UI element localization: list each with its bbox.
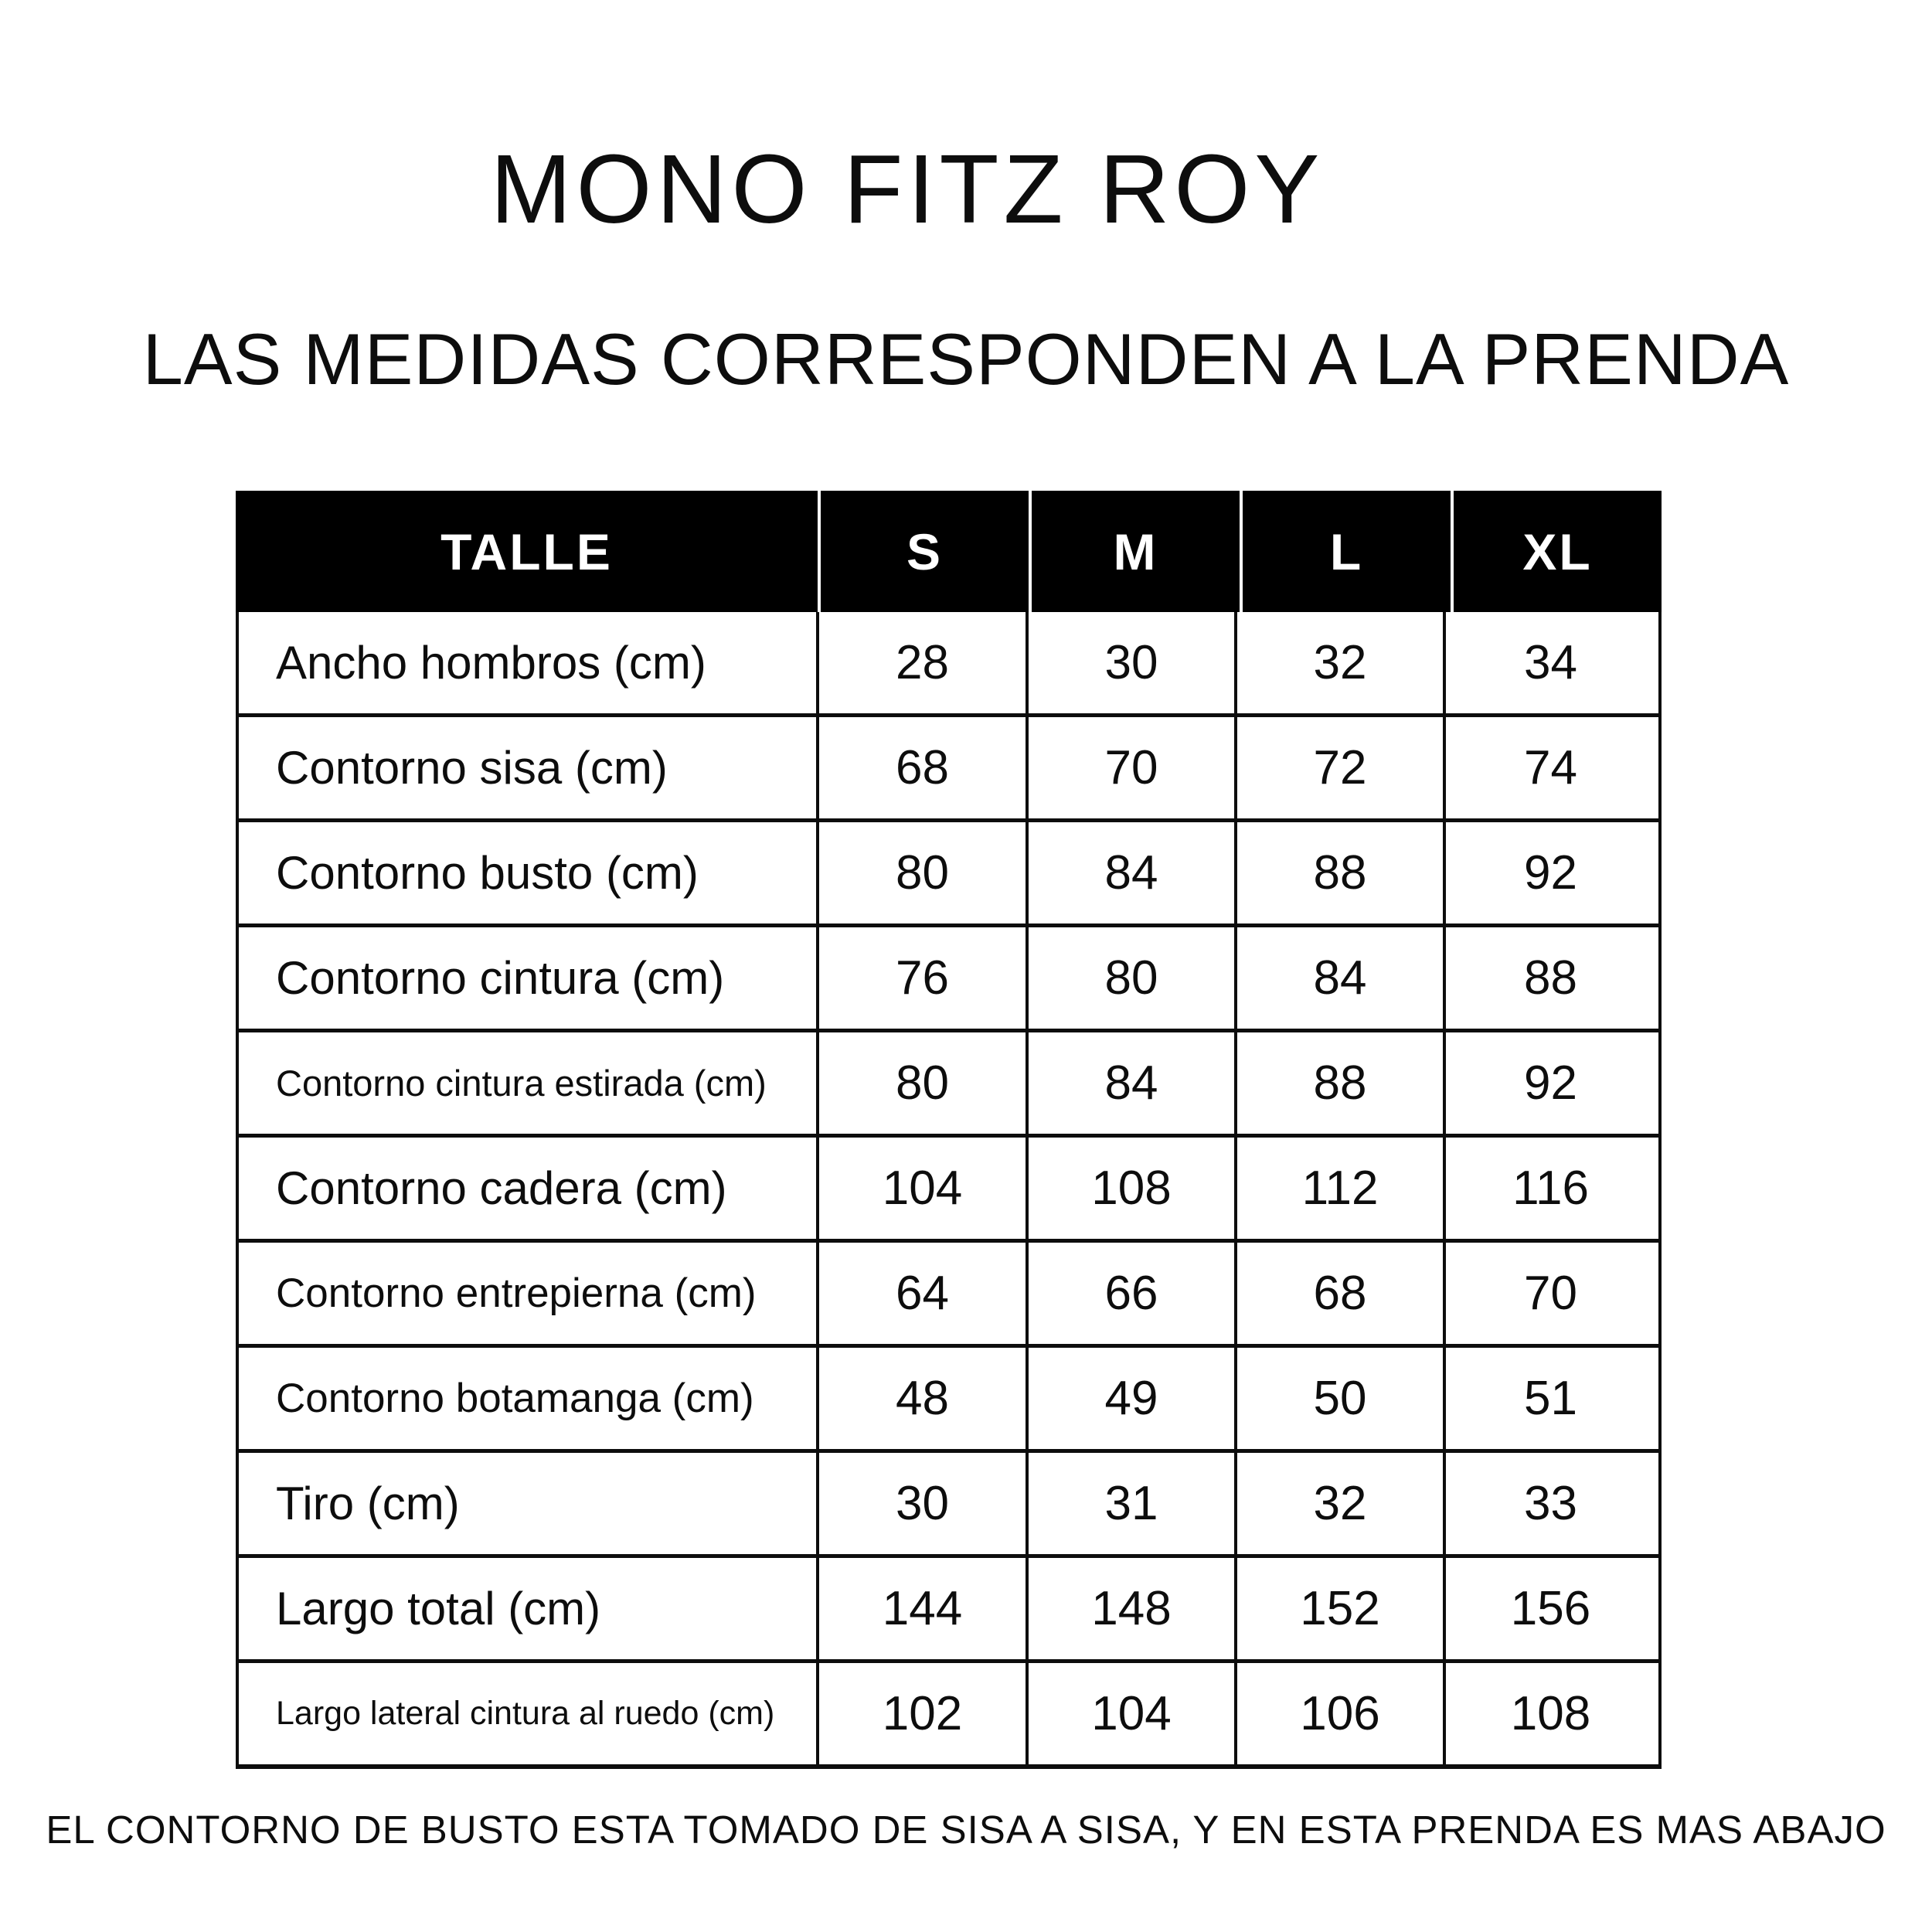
size-value-cell: 102 <box>819 1663 1029 1764</box>
size-value-cell: 34 <box>1524 636 1577 689</box>
size-value-cell: 32 <box>1237 612 1446 713</box>
measurement-label-cell: Tiro (cm) <box>239 1453 819 1554</box>
measurement-label-cell: Contorno entrepierna (cm) <box>239 1243 819 1344</box>
size-value-cell: 108 <box>1029 1138 1237 1239</box>
size-value-cell: 108 <box>1510 1687 1591 1740</box>
size-value-cell: 84 <box>1029 822 1237 923</box>
page-title: MONO FITZ ROY <box>490 134 1325 243</box>
size-value-cell: 33 <box>1524 1477 1577 1530</box>
size-value-cell: 68 <box>1237 1243 1446 1344</box>
header-cell-m: M <box>1032 491 1240 612</box>
measurement-label-cell: Contorno sisa (cm) <box>239 717 819 818</box>
table-row: Largo total (cm) 144 148 152 156 <box>239 1554 1658 1659</box>
size-value-cell: 88 <box>1237 822 1446 923</box>
size-value-cell: 88 <box>1237 1032 1446 1134</box>
size-value-cell: 49 <box>1029 1348 1237 1449</box>
size-value-cell: 148 <box>1029 1558 1237 1659</box>
size-value-cell: 64 <box>819 1243 1029 1344</box>
size-value-cell: 66 <box>1029 1243 1237 1344</box>
table-row: Contorno cadera (cm) 104 108 112 116 <box>239 1134 1658 1239</box>
table-row: Contorno entrepierna (cm) 64 66 68 70 <box>239 1239 1658 1344</box>
measurement-label-cell: Contorno busto (cm) <box>239 822 819 923</box>
table-row: Contorno busto (cm) 80 84 88 92 <box>239 818 1658 923</box>
size-value-cell: 31 <box>1029 1453 1237 1554</box>
size-value-cell: 152 <box>1237 1558 1446 1659</box>
measurement-label-cell: Largo total (cm) <box>239 1558 819 1659</box>
size-value-cell: 72 <box>1237 717 1446 818</box>
measurement-label-cell: Ancho hombros (cm) <box>239 612 819 713</box>
measurement-label-cell: Contorno cintura estirada (cm) <box>239 1032 819 1134</box>
table-row: Contorno cintura estirada (cm) 80 84 88 92 <box>239 1029 1658 1134</box>
size-value-cell: 76 <box>819 927 1029 1029</box>
header-cell-xl: XL <box>1454 491 1662 612</box>
size-value-cell: 156 <box>1510 1582 1591 1635</box>
measurement-label-cell: Contorno cadera (cm) <box>239 1138 819 1239</box>
size-value-cell: 68 <box>819 717 1029 818</box>
size-value-cell: 104 <box>1029 1663 1237 1764</box>
size-value-cell: 30 <box>819 1453 1029 1554</box>
size-value-cell: 80 <box>1029 927 1237 1029</box>
size-value-cell: 84 <box>1029 1032 1237 1134</box>
footnote: EL CONTORNO DE BUSTO ESTA TOMADO DE SISA… <box>46 1808 1886 1852</box>
page-subtitle: LAS MEDIDAS CORRESPONDEN A LA PRENDA <box>142 318 1790 400</box>
size-value-cell: 28 <box>819 612 1029 713</box>
measurement-label-cell: Largo lateral cintura al ruedo (cm) <box>239 1663 819 1764</box>
measurement-label-cell: Contorno botamanga (cm) <box>239 1348 819 1449</box>
size-value-cell: 144 <box>819 1558 1029 1659</box>
size-value-cell: 48 <box>819 1348 1029 1449</box>
measurement-label-cell: Contorno cintura (cm) <box>239 927 819 1029</box>
header-cell-l: L <box>1243 491 1451 612</box>
size-value-cell: 74 <box>1524 741 1577 794</box>
size-value-cell: 32 <box>1237 1453 1446 1554</box>
header-cell-talle: TALLE <box>236 491 818 612</box>
size-value-cell: 92 <box>1524 1056 1577 1110</box>
table-row: Contorno sisa (cm) 68 70 72 74 <box>239 713 1658 818</box>
size-value-cell: 88 <box>1524 951 1577 1005</box>
size-value-cell: 30 <box>1029 612 1237 713</box>
size-value-cell: 50 <box>1237 1348 1446 1449</box>
size-value-cell: 116 <box>1512 1162 1589 1215</box>
size-value-cell: 84 <box>1237 927 1446 1029</box>
size-value-cell: 112 <box>1237 1138 1446 1239</box>
table-row: Largo lateral cintura al ruedo (cm) 102 10… <box>239 1659 1658 1764</box>
size-value-cell: 51 <box>1524 1372 1577 1425</box>
table-row: Contorno cintura (cm) 76 80 84 88 <box>239 923 1658 1029</box>
size-value-cell: 104 <box>819 1138 1029 1239</box>
size-table: TALLE S M L XL Ancho hombros (cm) 28 30 32 34 Con… <box>236 491 1662 1769</box>
size-value-cell: 70 <box>1524 1267 1577 1320</box>
size-value-cell: 92 <box>1524 846 1577 900</box>
size-value-cell: 106 <box>1237 1663 1446 1764</box>
table-row: Contorno botamanga (cm) 48 49 50 51 <box>239 1344 1658 1449</box>
table-header-row: TALLE S M L XL <box>236 491 1662 612</box>
table-row: Tiro (cm) 30 31 32 33 <box>239 1449 1658 1554</box>
size-value-cell: 80 <box>819 1032 1029 1134</box>
header-cell-s: S <box>821 491 1029 612</box>
size-value-cell: 70 <box>1029 717 1237 818</box>
size-value-cell: 80 <box>819 822 1029 923</box>
table-body: Ancho hombros (cm) 28 30 32 34 Contorno sisa … <box>236 612 1662 1769</box>
table-row: Ancho hombros (cm) 28 30 32 34 <box>239 612 1658 713</box>
